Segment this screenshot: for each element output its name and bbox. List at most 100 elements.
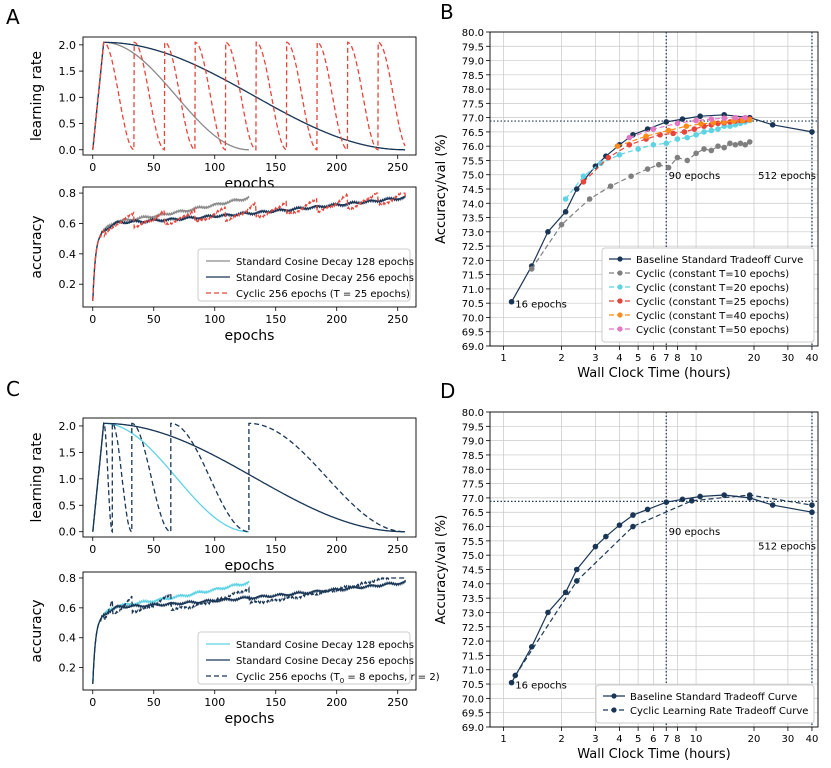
legend-label: Cyclic 256 epochs (T = 25 epochs)	[236, 289, 410, 300]
series-point	[663, 140, 670, 147]
y-tick-label: 0.0	[59, 526, 77, 539]
series-point	[650, 126, 657, 132]
series-point	[701, 146, 707, 152]
y-tick-label: 0.2	[59, 278, 77, 291]
x-tick-label: 6	[650, 353, 656, 364]
y-tick-label: 75.5	[462, 156, 484, 167]
x-tick-label: 3	[592, 734, 598, 745]
legend-marker	[617, 326, 623, 332]
legend-label: Cyclic Learning Rate Tradeoff Curve	[630, 706, 808, 717]
series-point	[650, 141, 657, 148]
legend-label: Standard Cosine Decay 256 epochs	[236, 273, 414, 284]
y-tick-label: 1.5	[59, 65, 77, 78]
y-tick-label: 78.5	[462, 451, 484, 462]
series-line-3	[92, 192, 406, 301]
series-point	[592, 543, 599, 550]
y-tick-label: 71.5	[462, 651, 484, 662]
y-tick-label: 2.0	[59, 39, 77, 52]
x-tick-label: 2	[558, 734, 564, 745]
y-axis-label: learning rate	[29, 51, 45, 141]
x-tick-label: 8	[674, 353, 680, 364]
x-tick-label: 40	[806, 734, 819, 745]
y-tick-label: 73.0	[462, 608, 484, 619]
series-point	[708, 116, 715, 122]
legend-label: Cyclic (constant T=50 epochs)	[636, 325, 789, 336]
series-point	[727, 123, 733, 129]
legend-label: Standard Cosine Decay 256 epochs	[236, 656, 414, 667]
series-point	[746, 492, 753, 498]
y-tick-label: 79.0	[462, 437, 484, 448]
series-point	[698, 121, 704, 127]
series-point	[746, 117, 753, 123]
epoch-annotation: 16 epochs	[515, 680, 567, 691]
y-tick-label: 79.5	[462, 422, 484, 433]
y-tick-label: 76.5	[462, 508, 484, 519]
y-tick-label: 80.0	[462, 28, 484, 39]
legend-label: Cyclic (constant T=40 epochs)	[636, 311, 789, 322]
series-point	[708, 147, 715, 154]
series-line-2	[514, 494, 813, 676]
x-tick-label: 5	[635, 734, 641, 745]
series-line-3	[92, 577, 406, 685]
x-tick-label: 30	[782, 353, 795, 364]
y-tick-label: 72.5	[462, 242, 484, 253]
series-point	[746, 139, 753, 145]
series-point	[603, 533, 609, 540]
x-axis-label: Wall Clock Time (hours)	[577, 747, 730, 762]
series-point	[580, 173, 587, 179]
y-tick-label: 0.6	[59, 602, 77, 615]
series-point	[586, 196, 593, 202]
series-point	[742, 114, 749, 121]
x-tick-label: 6	[650, 734, 656, 745]
y-tick-label: 77.0	[462, 114, 484, 125]
series-point	[769, 121, 776, 128]
series-point	[635, 146, 641, 152]
series-point	[769, 502, 776, 508]
x-tick-label: 1	[500, 734, 506, 745]
series-line-2	[92, 422, 405, 533]
panel-c-learning-rate-chart: 0 50 100 150 200 250 0.0 0.5 1.0 1.5 2.0 epochs lear…	[29, 417, 417, 574]
panel-letter-d: D	[440, 379, 455, 403]
x-tick-label: 100	[204, 696, 225, 709]
x-tick-label: 150	[265, 161, 286, 174]
series-point	[614, 143, 621, 149]
y-tick-label: 1.0	[59, 473, 77, 486]
series-point	[681, 129, 688, 135]
y-tick-label: 69.0	[462, 723, 484, 734]
y-tick-label: 78.0	[462, 465, 484, 476]
x-tick-label: 250	[387, 161, 408, 174]
y-tick-label: 70.0	[462, 313, 484, 324]
x-tick-label: 100	[204, 543, 225, 556]
y-tick-label: 80.0	[462, 408, 484, 419]
series-point	[508, 298, 515, 305]
x-tick-label: 20	[748, 353, 761, 364]
x-tick-label: 50	[147, 313, 161, 326]
legend-box	[197, 248, 411, 302]
y-tick-label: 72.0	[462, 637, 484, 648]
series-point	[607, 183, 614, 189]
x-tick-label: 2	[558, 353, 564, 364]
series-point	[512, 672, 519, 679]
series-point	[721, 144, 727, 151]
legend-marker	[611, 707, 617, 713]
series-point	[701, 129, 707, 135]
epoch-annotation: 16 epochs	[515, 299, 567, 310]
series-point	[679, 496, 686, 503]
x-tick-label: 4	[616, 353, 622, 364]
series-point	[693, 117, 699, 124]
y-tick-label: 77.5	[462, 480, 484, 491]
y-tick-label: 0.4	[59, 632, 77, 645]
panel-a-accuracy-chart: 0 50 100 150 200 250 0.2 0.4 0.6 0.8 epochs accurac…	[29, 186, 417, 344]
y-tick-label: 0.5	[59, 118, 77, 131]
epoch-annotation: 512 epochs	[758, 541, 816, 552]
x-tick-label: 250	[387, 543, 408, 556]
y-tick-label: 78.5	[462, 71, 484, 82]
y-tick-label: 73.0	[462, 228, 484, 239]
panel-a-learning-rate-chart: 0 50 100 150 200 2500.00.51.01.52.0epochslear…	[29, 36, 417, 192]
x-tick-label: 100	[204, 313, 225, 326]
x-tick-label: 4	[616, 734, 622, 745]
series-point	[691, 126, 698, 132]
legend-label: Standard Cosine Decay 128 epochs	[236, 257, 414, 268]
legend-marker	[617, 270, 623, 276]
